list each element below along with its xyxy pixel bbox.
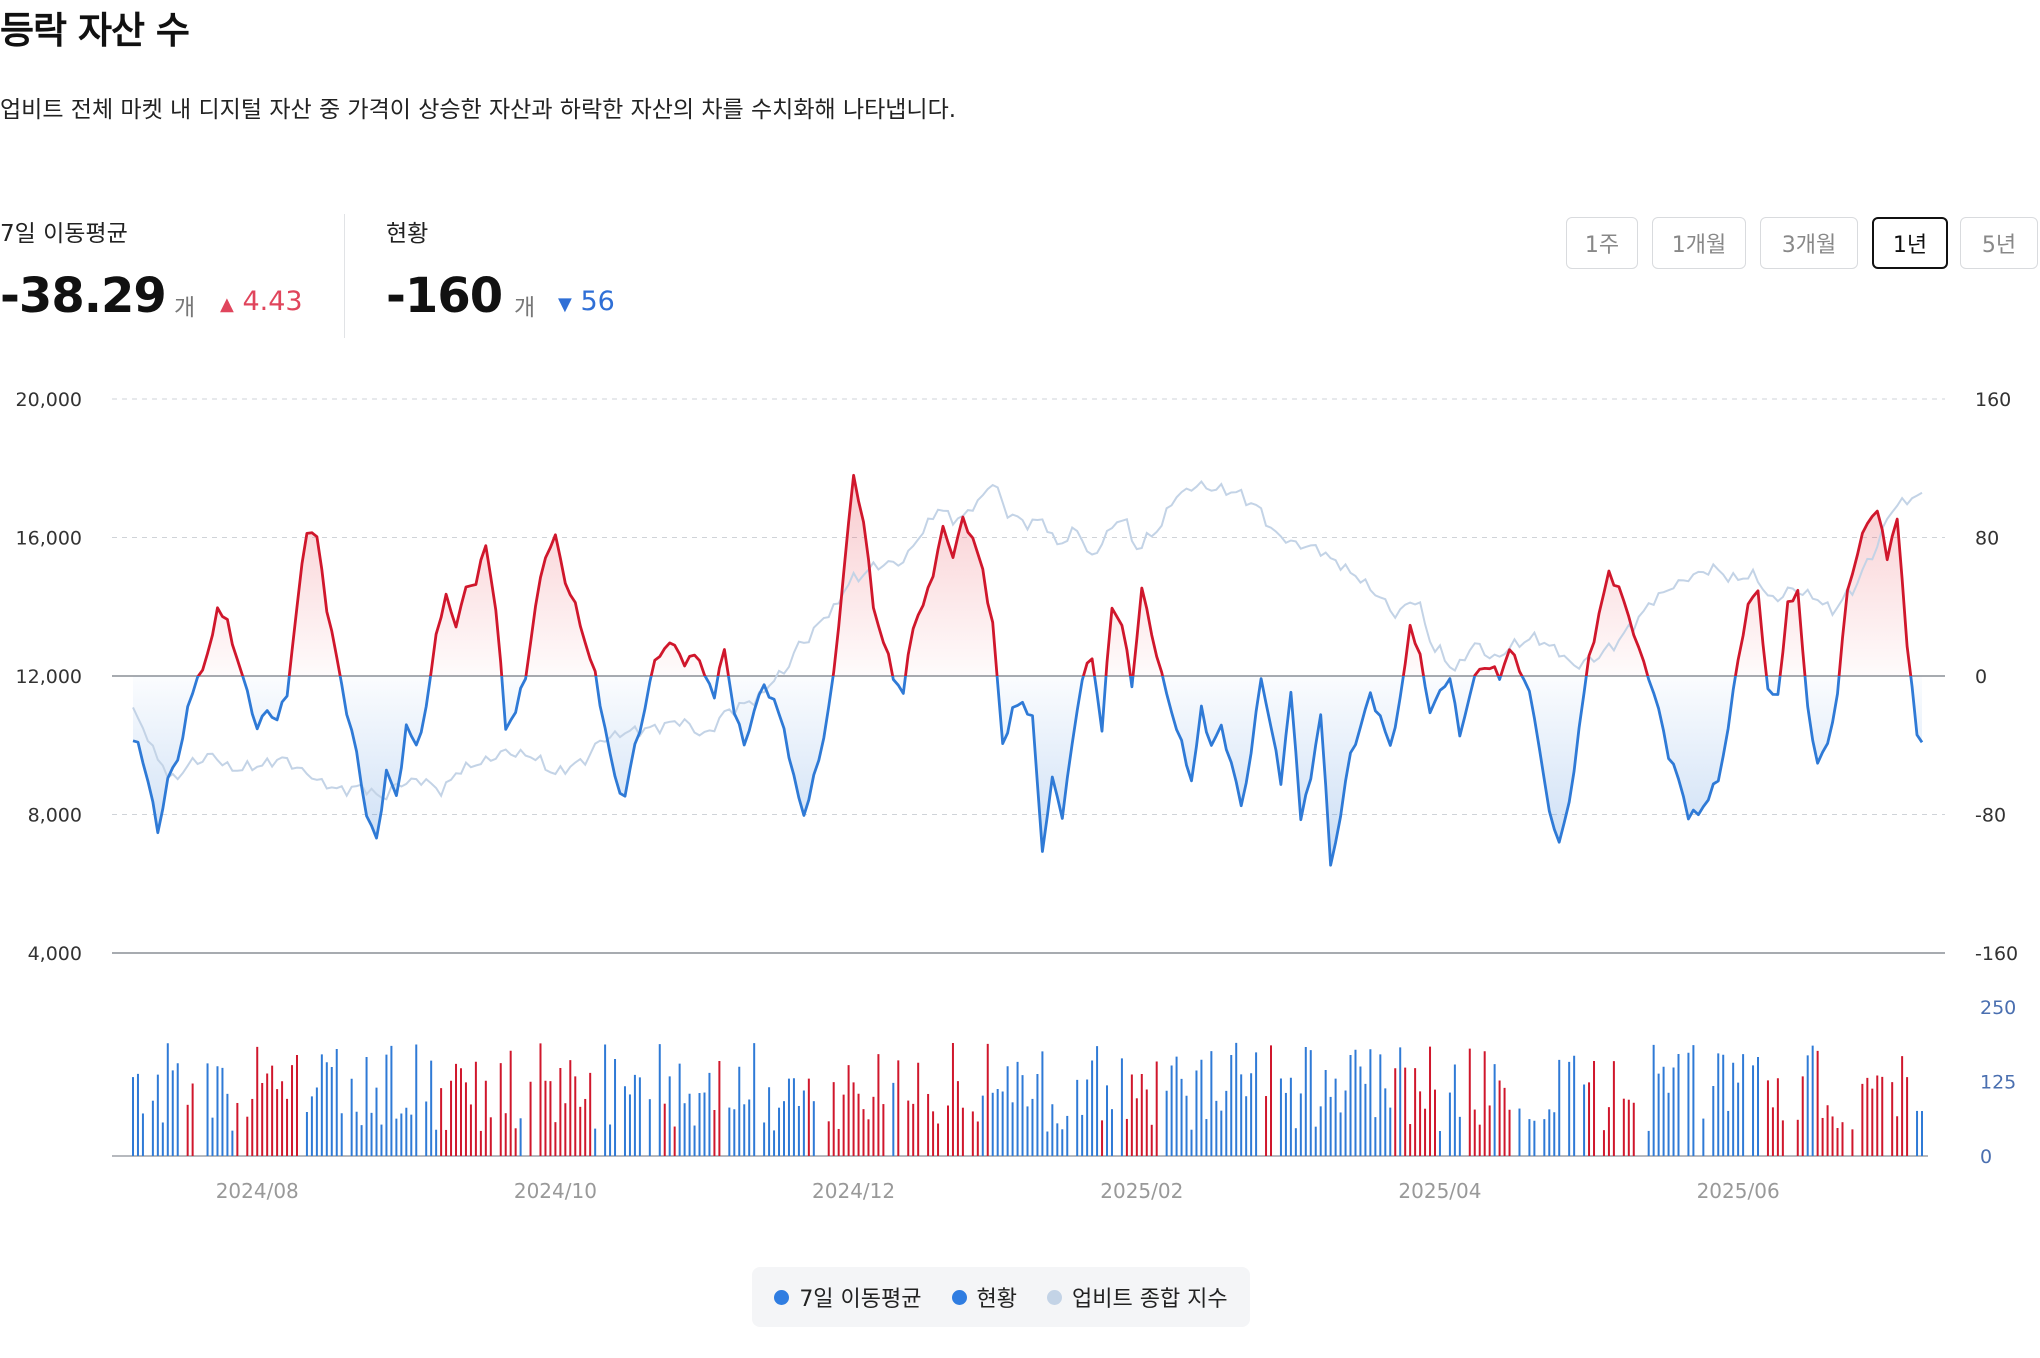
ma7-negative-area (133, 676, 1922, 866)
timeframe-1w-button[interactable]: 1주 (1566, 217, 1638, 269)
legend-item-current[interactable]: 현황 (951, 1281, 1017, 1313)
current-unit: 개 (514, 295, 536, 321)
x-axis-tick-label: 2025/02 (1100, 1179, 1183, 1203)
left-axis-tick-label: 12,000 (16, 666, 82, 688)
timeframe-1m-button[interactable]: 1개월 (1652, 217, 1746, 269)
ma7-positive-area (133, 475, 1922, 676)
page-title: 등락 자산 수 (0, 9, 190, 52)
x-axis-tick-label: 2025/06 (1697, 1179, 1780, 1203)
left-axis-tick-label: 4,000 (28, 943, 82, 965)
current-change-value: 56 (580, 286, 615, 317)
current-value: -160 (386, 268, 503, 324)
left-axis-tick-label: 16,000 (16, 528, 82, 550)
legend-label-current: 현황 (976, 1287, 1017, 1312)
x-axis-tick-label: 2024/08 (216, 1179, 299, 1203)
composite-index-line (132, 480, 1923, 801)
right-axis-tick-label: 160 (1975, 389, 2011, 411)
timeframe-3m-button[interactable]: 3개월 (1760, 217, 1858, 269)
current-label: 현황 (386, 221, 429, 247)
ma7-change: ▲ 4.43 (220, 286, 303, 317)
right-axis-tick-label: 80 (1975, 528, 1999, 550)
ma7-unit: 개 (174, 295, 196, 321)
timeframe-1y-button[interactable]: 1년 (1872, 217, 1948, 269)
page-description: 업비트 전체 마켓 내 디지털 자산 중 가격이 상승한 자산과 하락한 자산의… (0, 97, 957, 123)
bar-axis-tick-label: 250 (1980, 997, 2016, 1019)
legend-label-index: 업비트 종합 지수 (1072, 1287, 1228, 1312)
right-axis-tick-label: 0 (1975, 666, 1987, 688)
legend-dot-icon (951, 1289, 967, 1305)
advance-decline-chart: 20,000 160 16,000 80 12,000 0 8,000 -80 4,000 -16… (16, 389, 2019, 1203)
up-arrow-icon: ▲ (220, 294, 234, 315)
x-axis-tick-label: 2025/04 (1398, 1179, 1481, 1203)
legend-label-ma7: 7일 이동평균 (799, 1287, 922, 1312)
x-axis-tick-label: 2024/12 (812, 1179, 895, 1203)
left-axis-tick-label: 20,000 (16, 389, 82, 411)
right-axis-tick-label: -160 (1975, 943, 2018, 965)
legend-item-ma7[interactable]: 7일 이동평균 (774, 1281, 922, 1313)
ma7-value: -38.29 (0, 268, 167, 324)
legend-dot-icon (1047, 1289, 1062, 1305)
metric-divider (344, 214, 345, 338)
chart-legend: 7일 이동평균 현황 업비트 종합 지수 (752, 1267, 1250, 1327)
ma7-change-value: 4.43 (242, 286, 303, 317)
bar-axis-tick-label: 0 (1980, 1146, 1992, 1168)
timeframe-5y-button[interactable]: 5년 (1960, 217, 2038, 269)
left-axis-tick-label: 8,000 (28, 805, 82, 827)
legend-dot-icon (774, 1289, 790, 1305)
current-change: ▼ 56 (558, 286, 615, 317)
down-arrow-icon: ▼ (558, 294, 572, 315)
x-axis-tick-label: 2024/10 (514, 1179, 597, 1203)
legend-item-index[interactable]: 업비트 종합 지수 (1047, 1281, 1228, 1313)
right-axis-tick-label: -80 (1975, 805, 2006, 827)
ma7-label: 7일 이동평균 (0, 221, 128, 247)
ma7-line-positive (196, 473, 1913, 676)
ma7-line-negative (132, 676, 1924, 867)
bar-axis-tick-label: 125 (1980, 1072, 2016, 1094)
